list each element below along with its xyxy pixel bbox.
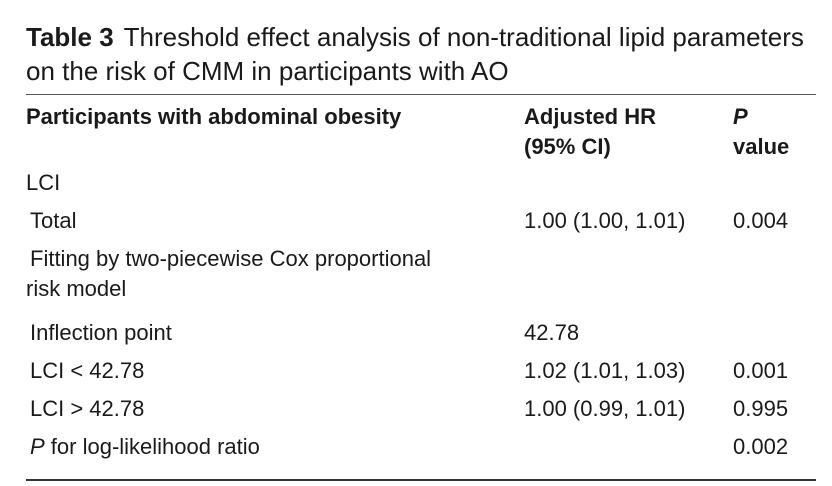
table-row: Total 1.00 (1.00, 1.01) 0.004	[26, 206, 816, 244]
header-p-value: P value	[733, 102, 813, 162]
row-label: Total	[30, 208, 77, 233]
table-row: LCI > 42.78 1.00 (0.99, 1.01) 0.995	[26, 394, 816, 432]
row-label: LCI > 42.78	[30, 396, 145, 421]
row-label-line2: risk model	[26, 276, 127, 301]
table-row: LCI < 42.78 1.02 (1.01, 1.03) 0.001	[26, 356, 816, 394]
header-p-value-line2: value	[733, 134, 790, 159]
row-p: 0.001	[733, 358, 789, 383]
header-adjusted-hr-line1: Adjusted HR	[524, 104, 656, 129]
threshold-table: Participants with abdominal obesity Adju…	[26, 96, 816, 470]
table-bottom-rule	[26, 479, 816, 481]
row-label-italic-p: P	[30, 434, 45, 459]
table-row: Fitting by two-piecewise Cox proportiona…	[26, 244, 816, 318]
table-row: Inflection point 42.78	[26, 318, 816, 356]
header-adjusted-hr-line2: (95% CI)	[524, 134, 611, 159]
table-top-rule	[26, 94, 816, 95]
table-caption-text: Threshold effect analysis of non-traditi…	[26, 22, 804, 86]
table-row: P for log-likelihood ratio 0.002	[26, 432, 816, 470]
row-p: 0.004	[733, 208, 789, 233]
row-hr: 1.02 (1.01, 1.03)	[524, 358, 686, 383]
header-p-value-line1: P	[733, 104, 748, 129]
table-label: Table 3	[26, 22, 114, 52]
row-label: LCI	[26, 170, 61, 195]
row-p: 0.995	[733, 396, 789, 421]
row-label-line1: Fitting by two-piecewise Cox proportiona…	[30, 246, 432, 271]
row-hr: 42.78	[524, 320, 580, 345]
row-label-rest: for log-likelihood ratio	[44, 434, 260, 459]
row-hr: 1.00 (1.00, 1.01)	[524, 208, 686, 233]
table-header: Participants with abdominal obesity Adju…	[26, 96, 816, 168]
row-hr: 1.00 (0.99, 1.01)	[524, 396, 686, 421]
row-label: P for log-likelihood ratio	[26, 432, 510, 462]
row-label: Fitting by two-piecewise Cox proportiona…	[26, 244, 506, 304]
row-label: Inflection point	[30, 320, 172, 345]
row-label: LCI < 42.78	[30, 358, 145, 383]
table-row: LCI	[26, 168, 816, 206]
header-participants: Participants with abdominal obesity	[26, 104, 402, 129]
table-caption: Table 3 Threshold effect analysis of non-…	[26, 20, 816, 88]
header-adjusted-hr: Adjusted HR (95% CI)	[524, 102, 724, 162]
row-p: 0.002	[733, 434, 789, 459]
